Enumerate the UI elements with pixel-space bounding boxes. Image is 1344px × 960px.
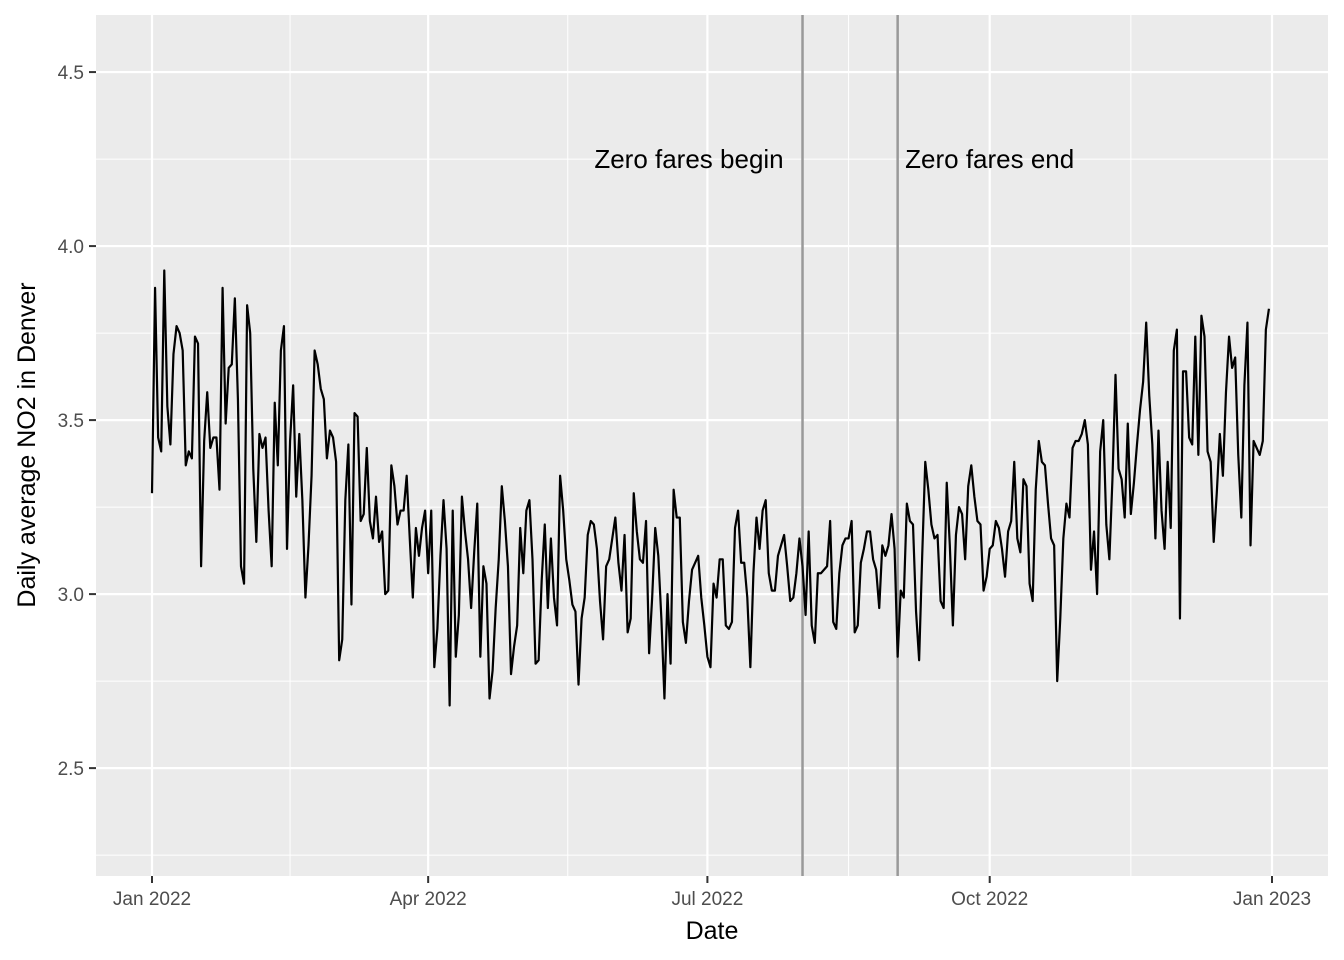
axes: 2.5 3.0 3.5 4.0 4.5 Jan 2022 Apr 2022 Jul 2022 O… <box>58 63 1312 910</box>
x-tick-label: Oct 2022 <box>951 889 1028 910</box>
series <box>150 269 1271 707</box>
x-tick-label: Apr 2022 <box>390 889 467 910</box>
x-axis-title: Date <box>686 917 739 945</box>
reference-lines <box>801 15 899 876</box>
x-tick-label: Jan 2023 <box>1233 889 1311 910</box>
y-tick-label: 3.5 <box>58 411 84 432</box>
y-tick-label: 3.0 <box>58 585 84 606</box>
annotation: Zero fares end <box>905 144 1074 174</box>
y-tick-label: 2.5 <box>58 759 84 780</box>
y-tick-label: 4.0 <box>58 237 84 258</box>
x-tick-label: Jan 2022 <box>113 889 191 910</box>
panel-background <box>96 15 1328 876</box>
data-line <box>150 269 1271 707</box>
annotations: Zero fares begin Zero fares end <box>594 144 1074 174</box>
y-tick-label: 4.5 <box>58 63 84 84</box>
x-tick-label: Jul 2022 <box>671 889 743 910</box>
y-axis-title: Daily average NO2 in Denver <box>13 282 41 607</box>
annotation: Zero fares begin <box>594 144 783 174</box>
